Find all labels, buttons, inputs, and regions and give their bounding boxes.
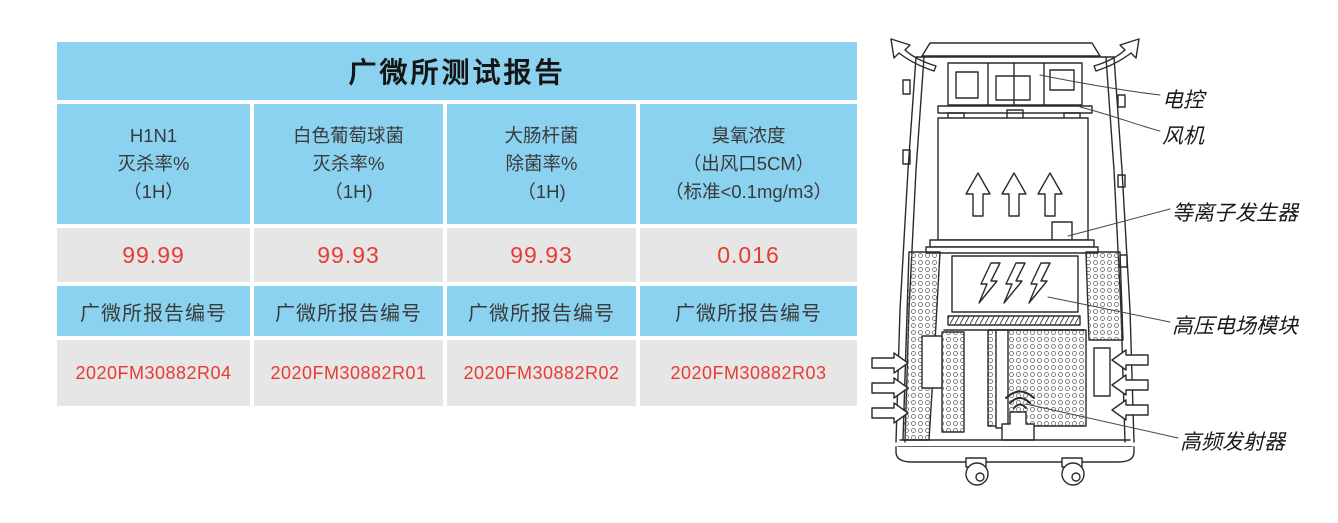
report-no-1: 2020FM30882R04 [57,340,250,406]
header-cell-h1n1: H1N1 灭杀率% （1H） [57,104,250,224]
table-title: 广微所测试报告 [57,42,857,100]
report-no-2: 2020FM30882R01 [254,340,443,406]
report-label-3: 广微所报告编号 [447,286,636,336]
report-label-2: 广微所报告编号 [254,286,443,336]
report-label-4: 广微所报告编号 [640,286,857,336]
header-cell-ecoli: 大肠杆菌 除菌率% （1H) [447,104,636,224]
header-cell-ozone: 臭氧浓度 （出风口5CM） （标准<0.1mg/m3） [640,104,857,224]
label-hf-emitter: 高频发射器 [1180,430,1285,454]
air-intake-arrow-icon [871,349,1149,424]
value-cell-ozone: 0.016 [640,228,857,282]
report-label-1: 广微所报告编号 [57,286,250,336]
leader-lines [1025,74,1179,439]
value-cell-staph: 99.93 [254,228,443,282]
header-cell-staph: 白色葡萄球菌 灭杀率% （1H) [254,104,443,224]
mesh-panels [902,251,1124,441]
report-no-3: 2020FM30882R02 [447,340,636,406]
body-outline [895,56,1135,443]
top-lid [921,42,1101,57]
lightning-bolt-icon [978,262,1051,304]
label-hv-field-module: 高压电场模块 [1172,314,1298,338]
value-cell-h1n1: 99.99 [57,228,250,282]
label-fan: 风机 [1162,124,1204,148]
label-plasma-generator: 等离子发生器 [1172,201,1298,225]
test-report-table: 4 广微所测试报告 H1N1 灭杀率% （1H） 白色葡萄球菌 灭杀率% （1H… [57,42,857,406]
caster-wheel-icon [965,457,1085,486]
fan-compartment [937,62,1093,114]
value-cell-ecoli: 99.93 [447,228,636,282]
airflow-up-arrow-icon [965,172,1063,217]
report-no-4: 2020FM30882R03 [640,340,857,406]
label-electric-control: 电控 [1162,88,1204,112]
base [895,439,1135,463]
